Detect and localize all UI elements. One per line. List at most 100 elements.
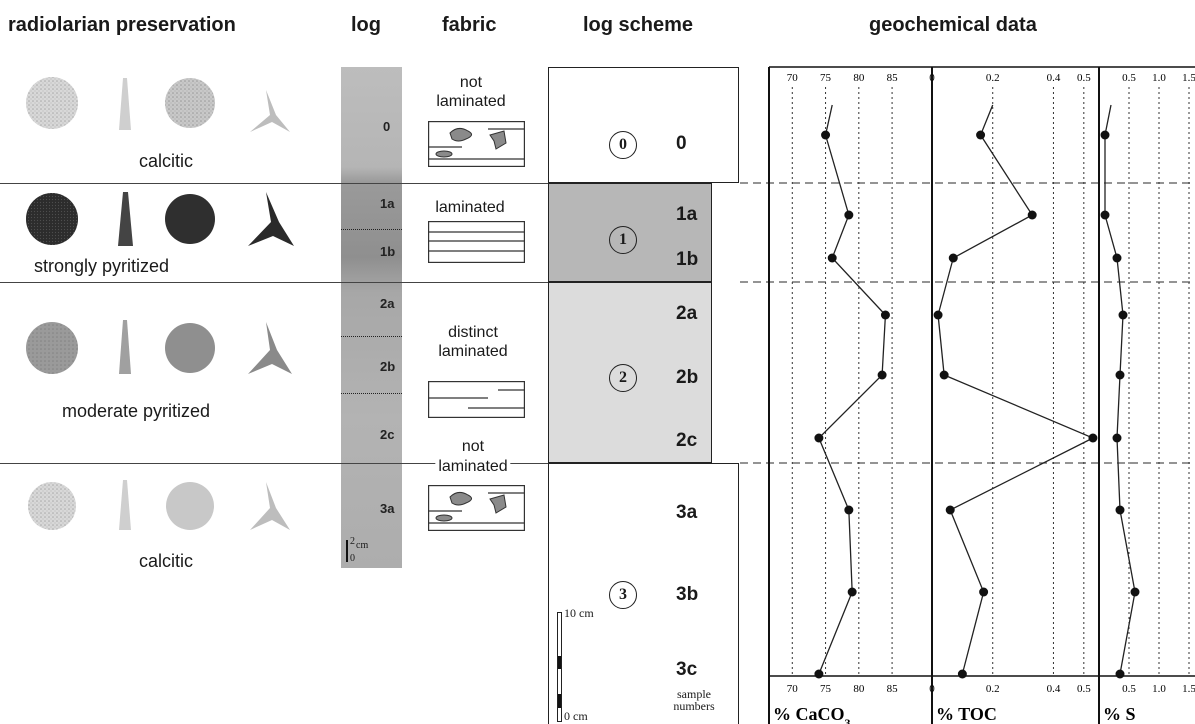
log-dotted-3 bbox=[341, 393, 402, 394]
header-fabric: fabric bbox=[442, 14, 497, 36]
geo-point-2-1a bbox=[1100, 210, 1110, 220]
scheme-scale-top: 10 cm bbox=[564, 606, 594, 620]
geo-axis-label-1: % TOC bbox=[936, 704, 997, 724]
scheme-scale-bottom: 0 cm bbox=[564, 709, 588, 723]
geo-axis-label-2: % S bbox=[1103, 704, 1136, 724]
geo-point-2-3a bbox=[1115, 505, 1125, 515]
geo-point-0-2b bbox=[877, 370, 887, 380]
geo-tick-bottom-2-0: 0.5 bbox=[1122, 683, 1136, 695]
geo-point-0-2a bbox=[880, 310, 890, 320]
geo-point-0-3a bbox=[844, 505, 854, 515]
divider-3 bbox=[0, 463, 548, 464]
log-scale-bar bbox=[346, 540, 348, 562]
log-label-2b: 2b bbox=[380, 359, 396, 374]
geo-point-2-0 bbox=[1100, 130, 1110, 140]
scheme-unit-0 bbox=[548, 67, 739, 183]
geochemical-charts: 70 70 75 75 80 80 85 85 % CaCO3 0 0 0.2 0.2 0.4 0.4 0.5… bbox=[740, 66, 1195, 724]
radiolarian-row-calcitic-bottom bbox=[28, 480, 290, 530]
sample-number-3c: 3c bbox=[676, 659, 698, 680]
geo-tick-top-2-2: 1.5 bbox=[1182, 72, 1195, 84]
scheme-unit-circle-2: 2 bbox=[609, 364, 637, 392]
geo-tick-top-1-3: 0.5 bbox=[1077, 72, 1091, 84]
geo-point-0-3c bbox=[814, 669, 824, 679]
header-geochemical-data: geochemical data bbox=[869, 14, 1037, 36]
geo-tick-top-1-0: 0 bbox=[929, 72, 935, 84]
geo-point-0-2c bbox=[814, 433, 824, 443]
geo-point-2-1b bbox=[1112, 253, 1122, 263]
geo-point-2-2a bbox=[1118, 310, 1128, 320]
geo-tick-bottom-1-0: 0 bbox=[929, 683, 935, 695]
core-log-image bbox=[341, 67, 402, 568]
geo-tick-bottom-0-3: 85 bbox=[887, 683, 899, 695]
scheme-unit-circle-1: 1 bbox=[609, 226, 637, 254]
radiolarian-illustrations bbox=[26, 77, 294, 530]
geo-point-1-1a bbox=[1027, 210, 1037, 220]
sample-number-2c: 2c bbox=[676, 430, 698, 451]
geo-tick-top-2-0: 0.5 bbox=[1122, 72, 1136, 84]
geo-point-2-3b bbox=[1130, 587, 1140, 597]
geo-tick-bottom-0-2: 80 bbox=[853, 683, 865, 695]
sample-number-0: 0 bbox=[676, 133, 687, 154]
geo-point-1-2b bbox=[939, 370, 949, 380]
scheme-unit-3 bbox=[548, 463, 739, 724]
geo-tick-top-2-1: 1.0 bbox=[1152, 72, 1166, 84]
geo-point-0-0 bbox=[821, 130, 831, 140]
radiolarian-row-strongly-pyritized bbox=[26, 192, 294, 246]
geo-point-1-1b bbox=[948, 253, 958, 263]
fabric-symbol-not-laminated-bottom bbox=[428, 485, 525, 531]
log-label-1b: 1b bbox=[380, 244, 396, 259]
log-label-3a: 3a bbox=[380, 501, 395, 516]
fabric-symbol-distinct-laminated bbox=[428, 381, 525, 418]
scheme-unit-circle-0: 0 bbox=[609, 131, 637, 159]
geo-point-0-3b bbox=[847, 587, 857, 597]
divider-2 bbox=[0, 282, 548, 283]
geo-point-1-3b bbox=[979, 587, 989, 597]
preservation-label-moderate-pyritized: moderate pyritized bbox=[62, 401, 211, 421]
fabric-symbol-laminated bbox=[428, 221, 525, 263]
geo-series-line-2 bbox=[1104, 104, 1136, 675]
fabric-label-distinct-laminated: distinct laminated bbox=[438, 324, 508, 360]
geo-tick-top-0-2: 80 bbox=[853, 72, 865, 84]
geo-tick-bottom-0-1: 75 bbox=[820, 683, 832, 695]
sample-number-1a: 1a bbox=[676, 204, 698, 225]
radiolarian-row-moderate-pyritized bbox=[26, 320, 292, 374]
log-dotted-2 bbox=[341, 336, 402, 337]
geo-tick-bottom-2-2: 1.5 bbox=[1182, 683, 1195, 695]
log-scale-cm: cm bbox=[356, 540, 369, 551]
geo-tick-top-0-1: 75 bbox=[820, 72, 832, 84]
fabric-label-not-laminated-top: not laminated bbox=[436, 74, 506, 110]
geo-tick-top-1-2: 0.4 bbox=[1047, 72, 1061, 84]
geo-point-2-2c bbox=[1112, 433, 1122, 443]
header-radiolarian-preservation: radiolarian preservation bbox=[8, 14, 236, 36]
geo-series-line-0 bbox=[818, 104, 887, 675]
log-label-0: 0 bbox=[383, 119, 391, 134]
geo-point-1-0 bbox=[976, 130, 986, 140]
geo-point-1-2c bbox=[1088, 433, 1098, 443]
geo-point-1-3c bbox=[957, 669, 967, 679]
preservation-label-calcitic-bottom: calcitic bbox=[138, 551, 194, 571]
geo-tick-bottom-1-1: 0.2 bbox=[986, 683, 1000, 695]
geo-tick-top-0-0: 70 bbox=[787, 72, 799, 84]
geo-point-2-2b bbox=[1115, 370, 1125, 380]
sample-numbers-caption: sample numbers bbox=[673, 687, 715, 713]
header-log: log bbox=[351, 14, 381, 36]
log-scale-2: 2 bbox=[350, 536, 355, 547]
geo-point-0-1a bbox=[844, 210, 854, 220]
geo-series-line-1 bbox=[937, 104, 1095, 675]
scheme-scale-bar bbox=[557, 612, 562, 722]
fabric-label-laminated: laminated bbox=[435, 199, 505, 216]
sample-number-2a: 2a bbox=[676, 303, 698, 324]
geo-axis-label-0: % CaCO3 bbox=[773, 704, 851, 724]
log-label-2a: 2a bbox=[380, 296, 395, 311]
sample-number-2b: 2b bbox=[676, 367, 699, 388]
fabric-label-not-laminated-bottom: not laminated bbox=[435, 437, 511, 477]
geo-tick-bottom-1-2: 0.4 bbox=[1047, 683, 1061, 695]
sample-number-3b: 3b bbox=[676, 584, 699, 605]
header-log-scheme: log scheme bbox=[583, 14, 694, 36]
geo-tick-bottom-2-1: 1.0 bbox=[1152, 683, 1166, 695]
log-label-1a: 1a bbox=[380, 196, 395, 211]
geo-tick-top-1-1: 0.2 bbox=[986, 72, 1000, 84]
geo-tick-bottom-1-3: 0.5 bbox=[1077, 683, 1091, 695]
fabric-symbol-not-laminated-top bbox=[428, 121, 525, 167]
preservation-label-strongly-pyritized: strongly pyritized bbox=[34, 256, 170, 276]
